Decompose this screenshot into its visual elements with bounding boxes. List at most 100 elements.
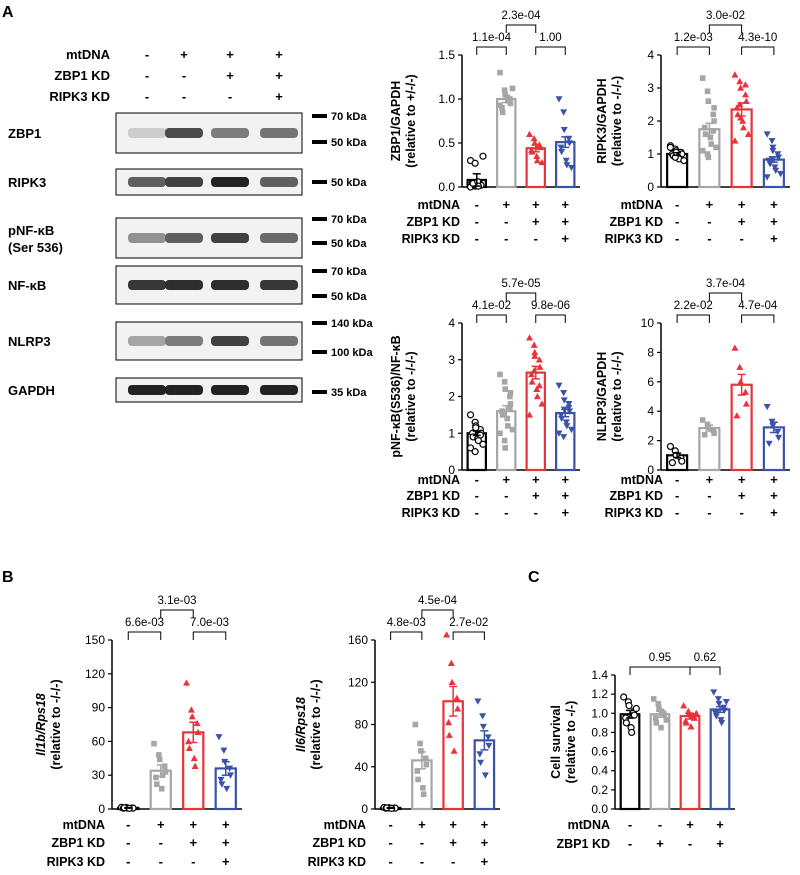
comparison-bracket <box>741 46 775 55</box>
marker-tick <box>312 180 327 184</box>
condition-sign: + <box>532 197 540 212</box>
marker-label: 35 kDa <box>331 387 367 399</box>
data-point <box>630 711 638 719</box>
data-point <box>420 785 426 791</box>
marker-label: 50 kDa <box>331 291 367 303</box>
data-point <box>528 370 536 378</box>
condition-sign: + <box>502 472 510 487</box>
data-point <box>656 705 662 712</box>
data-point <box>741 81 749 88</box>
condition-sign: - <box>707 214 711 229</box>
p-value-label: 6.6e-03 <box>125 617 164 629</box>
data-point <box>420 791 427 798</box>
blot-sign: + <box>275 89 283 104</box>
condition-label: mtDNA <box>568 818 610 832</box>
condition-label: ZBP1 KD <box>52 836 105 850</box>
condition-sign: + <box>738 472 746 487</box>
data-point <box>711 105 717 111</box>
data-point <box>507 404 513 411</box>
data-point <box>472 424 480 432</box>
condition-sign: + <box>481 817 489 832</box>
data-point <box>504 415 511 422</box>
p-value-label: 4.3e-10 <box>738 32 777 44</box>
condition-sign: - <box>475 472 479 487</box>
y-tick-label: 4 <box>647 48 654 62</box>
condition-sign: - <box>675 472 679 487</box>
condition-sign: + <box>686 817 694 832</box>
blot-sign: + <box>180 47 188 62</box>
condition-sign: + <box>481 854 489 869</box>
bar-chart-1: 0.0 0.5 1.0 1.5 ZBP1/GAPDH (relative to +/-/-… <box>389 10 580 246</box>
data-point <box>628 728 636 737</box>
data-point <box>711 430 717 437</box>
marker-label: 70 kDa <box>331 111 367 123</box>
data-point <box>705 98 712 104</box>
y-tick-label: 1 <box>448 426 455 440</box>
condition-sign: - <box>628 836 632 851</box>
p-value-label: 4.1e-02 <box>472 300 511 312</box>
data-point <box>538 400 546 407</box>
y-tick-label: 0.0 <box>438 180 455 194</box>
data-point <box>479 440 487 448</box>
condition-sign: + <box>561 197 569 212</box>
condition-sign: - <box>126 854 130 869</box>
data-point <box>565 404 573 412</box>
data-point <box>739 124 747 131</box>
p-value-label: 3.7e-04 <box>706 278 746 290</box>
condition-label: mtDNA <box>621 473 663 487</box>
blot-row-label: RIPK3 KD <box>49 89 110 104</box>
marker-label: 50 kDa <box>331 238 367 250</box>
comparison-bracket <box>535 314 566 323</box>
blot-band <box>165 385 203 395</box>
blot-sign: + <box>226 47 234 62</box>
data-point <box>505 423 511 429</box>
data-point <box>560 109 568 116</box>
data-point <box>663 717 670 723</box>
y-tick-label: 4 <box>448 316 455 330</box>
condition-sign: + <box>561 505 569 520</box>
marker-tick <box>312 294 327 298</box>
data-point <box>731 137 739 144</box>
data-point <box>530 367 538 374</box>
data-point <box>563 423 571 430</box>
p-value-label: 2.3e-04 <box>501 10 541 22</box>
blot-sign: + <box>275 68 283 83</box>
marker-tick <box>312 321 327 325</box>
marker-tick <box>312 390 327 394</box>
y-tick-label: 160 <box>348 633 368 647</box>
data-point <box>161 763 168 769</box>
data-point <box>768 138 776 145</box>
y-axis-label: RIPK3/GAPDH <box>595 78 609 163</box>
data-point <box>687 723 695 730</box>
condition-sign: + <box>449 817 457 832</box>
comparison-bracket <box>452 631 485 640</box>
condition-sign: + <box>502 197 510 212</box>
condition-sign: - <box>475 505 479 520</box>
condition-label: mtDNA <box>418 473 460 487</box>
y-axis-label-sub: (relative to -/-/-) <box>404 351 418 441</box>
data-point <box>154 781 160 788</box>
data-point <box>526 334 534 341</box>
data-point <box>744 130 752 137</box>
data-point <box>536 143 544 151</box>
condition-sign: - <box>475 197 479 212</box>
condition-sign: - <box>658 817 662 832</box>
condition-sign: - <box>159 854 163 869</box>
blot-band <box>165 128 203 138</box>
marker-label: 70 kDa <box>331 266 367 278</box>
blot-sign: + <box>226 68 234 83</box>
data-point <box>680 157 688 165</box>
marker-tick <box>312 269 327 273</box>
blot-band <box>165 280 203 290</box>
condition-sign: - <box>707 231 711 246</box>
data-point <box>692 709 700 717</box>
p-value-label: 4.8e-03 <box>387 617 426 629</box>
data-point <box>733 104 741 111</box>
y-tick-label: 2 <box>647 434 654 448</box>
data-point <box>466 411 475 419</box>
comparison-bracket <box>708 24 743 33</box>
data-point <box>720 707 728 714</box>
data-point <box>526 411 534 418</box>
condition-sign: - <box>675 488 679 503</box>
